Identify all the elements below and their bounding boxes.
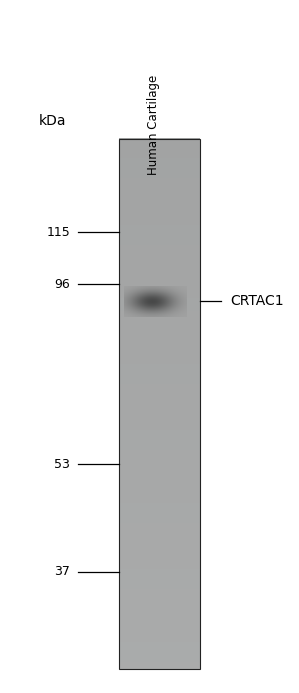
Bar <box>120 310 200 317</box>
Bar <box>120 396 200 403</box>
Text: Human Cartilage: Human Cartilage <box>147 75 160 175</box>
Bar <box>120 582 200 589</box>
Bar <box>120 244 200 252</box>
Bar <box>120 158 200 165</box>
Bar <box>120 145 200 152</box>
Bar <box>120 549 200 556</box>
Text: CRTAC1: CRTAC1 <box>230 295 284 308</box>
Bar <box>120 350 200 358</box>
Bar <box>120 270 200 278</box>
Bar <box>120 629 200 635</box>
Bar <box>120 177 200 185</box>
Bar <box>120 376 200 384</box>
Bar <box>120 211 200 218</box>
Bar <box>120 337 200 344</box>
Bar <box>120 151 200 159</box>
Bar <box>120 317 200 324</box>
Bar <box>120 588 200 596</box>
Bar <box>120 523 200 529</box>
Bar <box>120 343 200 351</box>
Bar <box>120 595 200 602</box>
Bar <box>120 575 200 583</box>
Bar <box>120 297 200 304</box>
Bar <box>120 357 200 364</box>
Bar <box>120 416 200 423</box>
Bar <box>120 449 200 457</box>
Bar <box>120 138 200 146</box>
Bar <box>120 237 200 245</box>
Bar <box>120 555 200 563</box>
Bar <box>120 363 200 371</box>
Bar <box>120 436 200 444</box>
Bar <box>120 622 200 629</box>
Bar <box>120 615 200 622</box>
Bar <box>120 463 200 470</box>
Text: 37: 37 <box>54 565 70 578</box>
Bar <box>120 264 200 271</box>
Bar <box>120 495 200 503</box>
Bar <box>120 164 200 172</box>
Bar <box>120 489 200 496</box>
Bar <box>120 430 200 437</box>
Bar <box>120 330 200 337</box>
Bar <box>120 569 200 576</box>
Bar <box>120 304 200 311</box>
Bar <box>120 648 200 656</box>
Bar <box>120 171 200 178</box>
Bar <box>120 469 200 477</box>
Bar <box>120 542 200 550</box>
Bar <box>120 476 200 483</box>
Bar <box>120 635 200 642</box>
Bar <box>120 277 200 284</box>
Bar <box>120 562 200 570</box>
Bar <box>120 184 200 191</box>
Bar <box>120 257 200 265</box>
Bar <box>120 251 200 258</box>
Bar <box>120 283 200 291</box>
Bar <box>120 139 200 669</box>
Bar <box>120 370 200 377</box>
Bar <box>120 204 200 211</box>
Bar <box>120 324 200 331</box>
Bar <box>120 536 200 543</box>
Bar <box>120 502 200 510</box>
Bar <box>120 608 200 615</box>
Bar <box>120 198 200 205</box>
Text: kDa: kDa <box>39 114 66 128</box>
Bar <box>120 655 200 662</box>
Bar <box>120 529 200 536</box>
Text: 115: 115 <box>46 226 70 238</box>
Bar <box>120 218 200 225</box>
Bar <box>120 456 200 464</box>
Bar <box>120 410 200 417</box>
Bar <box>120 482 200 490</box>
Text: 96: 96 <box>54 278 70 290</box>
Bar <box>120 290 200 298</box>
Bar <box>120 642 200 649</box>
Bar <box>120 509 200 516</box>
Bar <box>120 443 200 450</box>
Bar <box>120 224 200 231</box>
Text: 53: 53 <box>54 458 70 471</box>
Bar <box>120 389 200 397</box>
Bar <box>120 403 200 410</box>
Bar <box>120 516 200 523</box>
Bar <box>120 661 200 669</box>
Bar <box>120 383 200 390</box>
Bar <box>120 602 200 609</box>
Bar <box>120 191 200 198</box>
Bar <box>120 423 200 430</box>
Bar <box>120 231 200 238</box>
